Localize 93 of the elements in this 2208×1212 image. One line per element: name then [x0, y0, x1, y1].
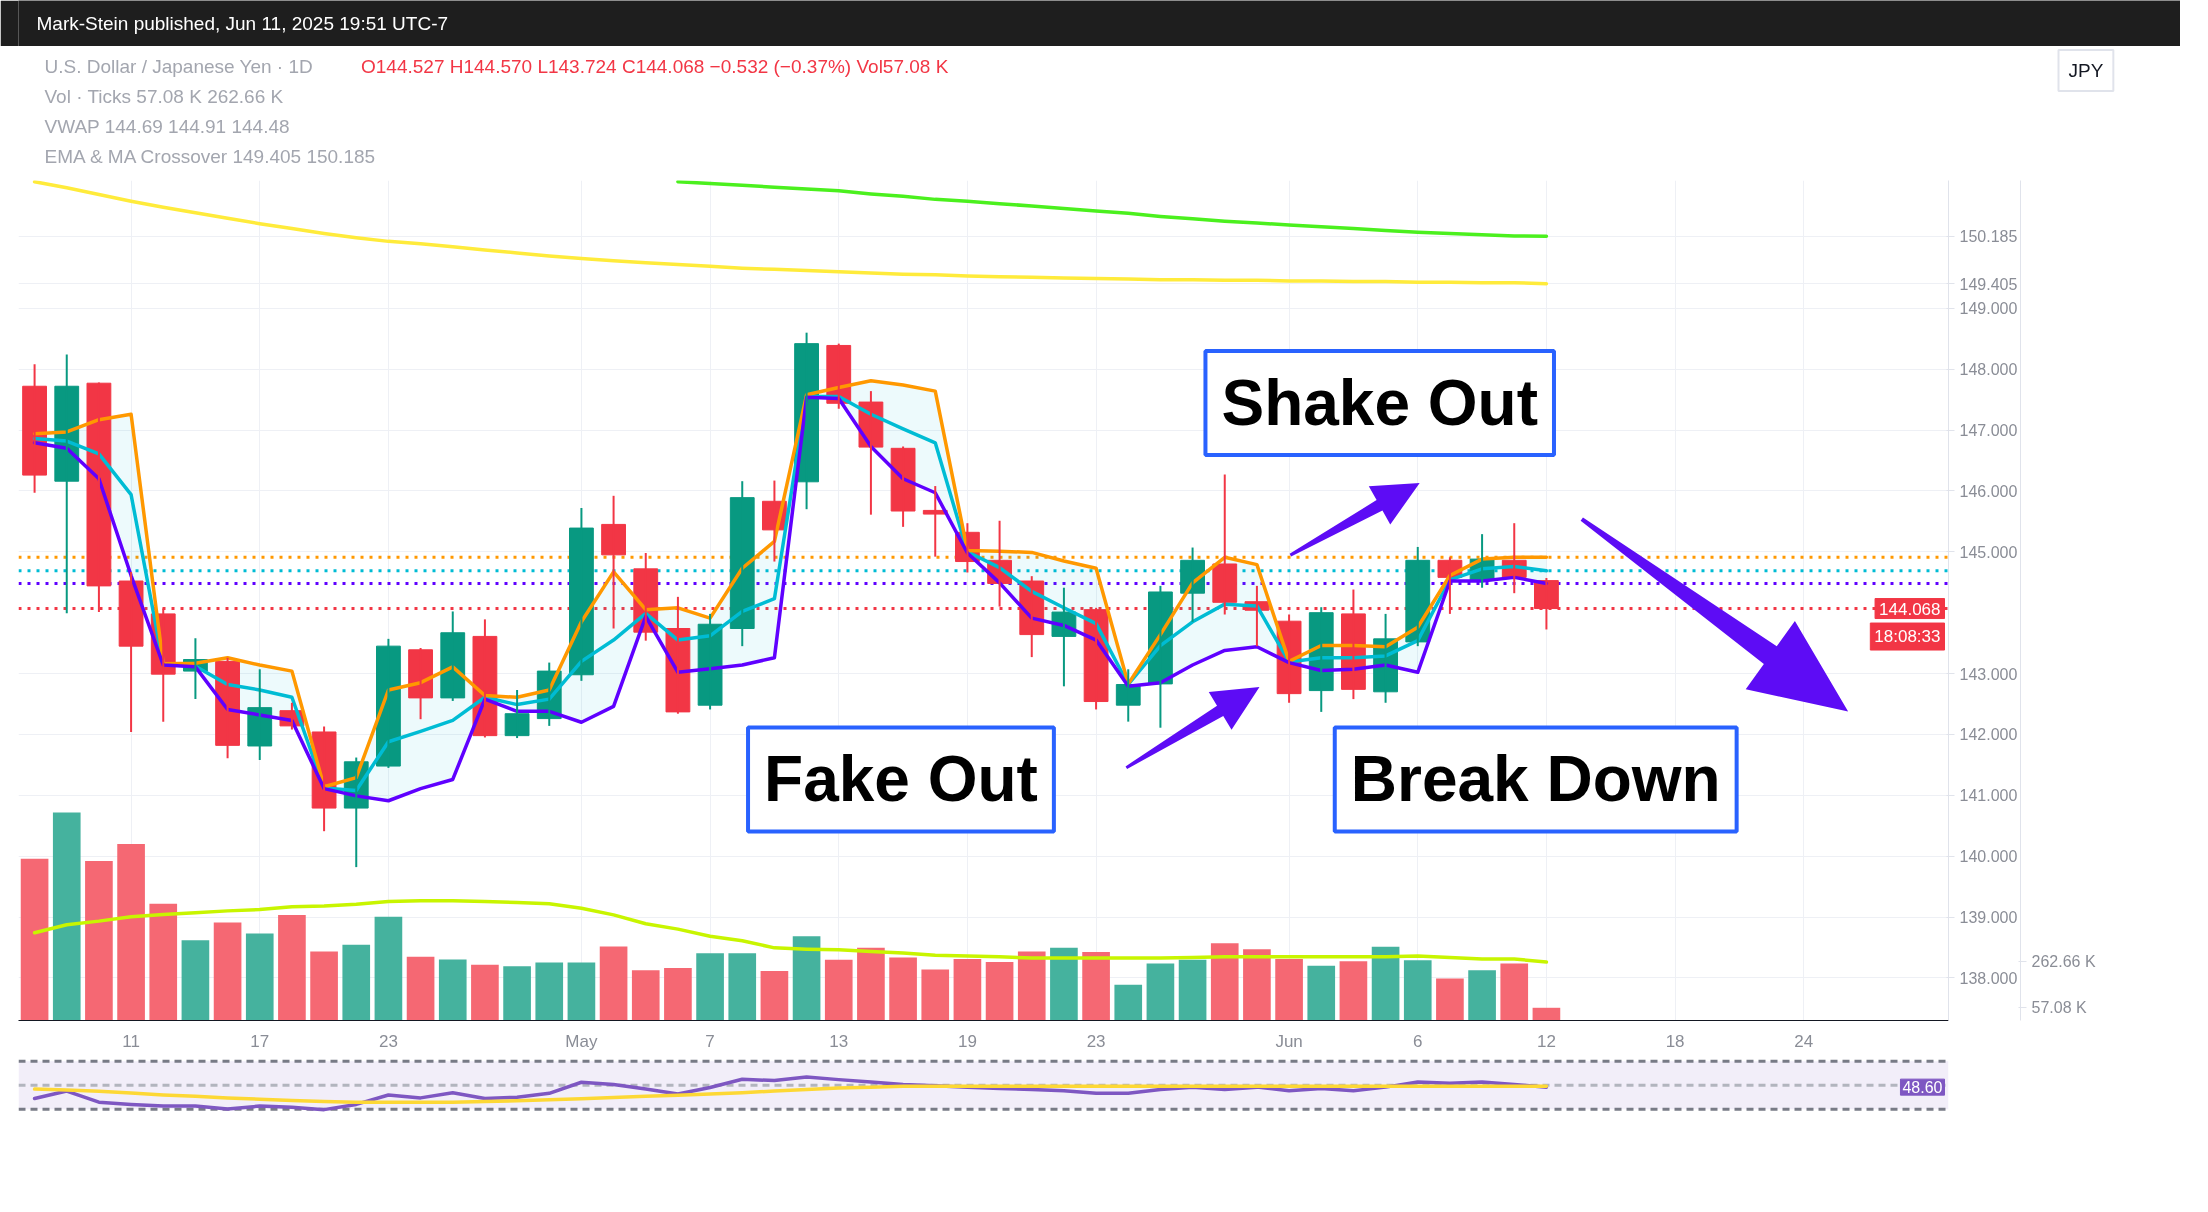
- annotation: Fake Out: [764, 743, 1038, 816]
- bar: [471, 964, 499, 1021]
- bar: [857, 947, 885, 1021]
- bar: [1082, 952, 1110, 1021]
- bar: [953, 959, 982, 1021]
- y-tick-label: 139.000: [1959, 909, 2018, 927]
- bar: [181, 940, 210, 1021]
- bar: [1243, 949, 1271, 1021]
- bar: [1114, 984, 1143, 1021]
- x-tick-label: 6: [1413, 1031, 1423, 1051]
- bar: [1275, 959, 1303, 1021]
- candlestick: [504, 688, 530, 740]
- bar: [52, 812, 81, 1021]
- bar: [310, 951, 338, 1021]
- y-tick-label: 146.000: [1959, 482, 2018, 500]
- x-tick-label: 18: [1665, 1031, 1685, 1051]
- bar: [1500, 963, 1529, 1021]
- x-tick-label: 13: [829, 1031, 849, 1051]
- bar: [1468, 970, 1496, 1021]
- text: EMA & MA Crossover 149.405 150.185: [44, 146, 376, 167]
- bar: [406, 956, 435, 1021]
- bar: [696, 953, 724, 1021]
- y-tick-label: 142.000: [1959, 726, 2018, 744]
- bar: [599, 946, 628, 1021]
- annotation: 48.60: [1902, 1079, 1943, 1097]
- bar: [374, 916, 403, 1021]
- x-tick-label: 24: [1794, 1031, 1814, 1051]
- bar: [213, 922, 242, 1021]
- annotation: Break Down: [1350, 743, 1721, 816]
- bar: [1371, 946, 1400, 1021]
- bar: [535, 962, 564, 1021]
- text: Mark-Stein published, Jun 11, 2025 19:51 UTC-7: [36, 13, 449, 34]
- text: JPY: [2068, 60, 2104, 81]
- bar: [1210, 943, 1239, 1021]
- bar: [889, 957, 917, 1021]
- y-tick-label: 143.000: [1959, 665, 2018, 683]
- text: VWAP 144.69 144.91 144.48: [44, 116, 290, 137]
- bar: [985, 961, 1014, 1021]
- bar: [760, 971, 789, 1021]
- x-tick-label: May: [565, 1031, 598, 1051]
- line-series: [32, 180, 1549, 286]
- x-tick-label: 17: [250, 1031, 270, 1051]
- annotation: Shake Out: [1221, 367, 1538, 440]
- bar: [1307, 965, 1336, 1021]
- text: O144.527 H144.570 L143.724 C144.068 −0.532 (−0.37%) Vol57.08 K: [361, 56, 949, 77]
- x-tick-label: 19: [957, 1031, 977, 1051]
- bar: [631, 970, 660, 1021]
- bar: [278, 914, 306, 1021]
- bar: [1436, 978, 1464, 1021]
- chart-title: U.S. Dollar / Japanese Yen · 1D: [44, 56, 313, 77]
- bar: [1532, 1007, 1561, 1021]
- ref-line-label: 144.068: [1879, 599, 1941, 619]
- y-tick-label: 148.000: [1959, 361, 2018, 379]
- bar: [664, 967, 692, 1021]
- line-series: [32, 898, 1549, 964]
- bar: [1146, 963, 1175, 1021]
- bar: [438, 959, 467, 1021]
- text: Vol · Ticks 57.08 K 262.66 K: [44, 86, 284, 107]
- y-tick-label: 147.000: [1959, 422, 2018, 440]
- y-tick-label: 140.000: [1959, 848, 2018, 866]
- y-tick-label: 150.185: [1959, 228, 2018, 246]
- bar: [1017, 951, 1046, 1021]
- y-tick-label: 149.000: [1959, 300, 2018, 318]
- x-tick-label: 11: [122, 1031, 140, 1051]
- bar: [1178, 959, 1207, 1021]
- x-tick-label: Jun: [1275, 1031, 1303, 1051]
- bar: [792, 936, 821, 1021]
- annotation: 18:08:33: [1874, 627, 1941, 647]
- bar: [1403, 960, 1432, 1021]
- bar: [85, 860, 113, 1021]
- bar: [728, 953, 757, 1021]
- x-tick-label: 7: [705, 1031, 715, 1051]
- bar: [921, 969, 950, 1021]
- bar: [245, 933, 274, 1021]
- bar: [567, 962, 596, 1021]
- bar: [824, 959, 853, 1021]
- bar: [503, 966, 531, 1021]
- y2-tick-label: 262.66 K: [2031, 953, 2096, 971]
- y-tick-label: 141.000: [1959, 787, 2018, 805]
- line-series: [676, 180, 1549, 238]
- x-tick-label: 12: [1536, 1031, 1556, 1051]
- bar: [149, 903, 178, 1021]
- x-tick-label: 23: [378, 1031, 398, 1051]
- y-tick-label: 138.000: [1959, 969, 2018, 987]
- x-tick-label: 23: [1086, 1031, 1106, 1051]
- y-tick-label: 149.405: [1959, 275, 2018, 293]
- y-tick-label: 145.000: [1959, 543, 2018, 561]
- bar: [342, 944, 371, 1021]
- bar: [1050, 947, 1078, 1021]
- bar: [1339, 961, 1368, 1021]
- y2-tick-label: 57.08 K: [2031, 999, 2087, 1017]
- bar: [117, 844, 145, 1021]
- bar: [20, 858, 49, 1021]
